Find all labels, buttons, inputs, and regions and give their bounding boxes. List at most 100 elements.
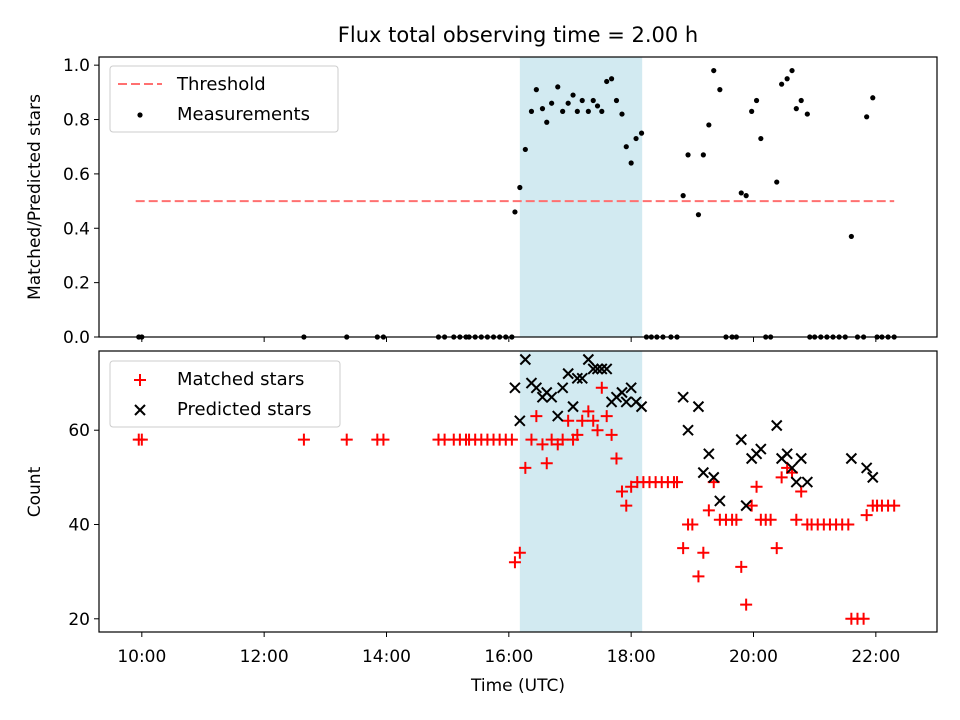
measurement-point xyxy=(700,152,706,158)
predicted-star-point xyxy=(571,372,584,385)
predicted-star-point xyxy=(867,471,879,484)
measurement-point xyxy=(533,87,539,93)
matched-star-point xyxy=(857,612,870,625)
matched-star-point xyxy=(135,433,148,446)
matched-star-point xyxy=(745,499,758,512)
x-tick-label: 18:00 xyxy=(607,647,656,667)
matched-star-point xyxy=(740,598,753,611)
bottom-y-tick-label: 60 xyxy=(68,421,90,441)
matched-star-point xyxy=(697,546,710,559)
matched-star-point xyxy=(620,499,633,512)
predicted-star-point xyxy=(600,363,613,375)
predicted-star-point xyxy=(714,495,726,507)
measurement-point xyxy=(685,152,691,158)
top-y-tick-label: 0.2 xyxy=(63,274,90,294)
measurement-point xyxy=(594,103,601,109)
predicted-star-point xyxy=(587,363,599,375)
matched-star-point xyxy=(377,433,390,446)
matched-star-point xyxy=(556,433,569,446)
matched-star-point xyxy=(576,414,589,427)
predicted-star-point xyxy=(519,353,532,366)
legend-measurements-swatch xyxy=(137,112,143,118)
matched-star-point xyxy=(677,542,690,555)
predicted-star-point xyxy=(781,448,793,460)
top-y-tick-label: 0.0 xyxy=(63,328,90,348)
predicted-star-point xyxy=(576,372,588,385)
predicted-star-point xyxy=(786,462,798,474)
x-axis-label: Time (UTC) xyxy=(470,676,565,696)
measurement-point xyxy=(779,81,785,87)
measurement-point xyxy=(784,76,790,82)
measurement-point xyxy=(753,97,760,104)
measurement-point xyxy=(619,111,625,117)
top-shaded-region xyxy=(519,57,643,337)
measurement-point xyxy=(798,97,804,104)
predicted-star-point xyxy=(795,452,807,465)
predicted-star-point xyxy=(677,391,689,403)
predicted-star-point xyxy=(591,363,604,375)
predicted-star-point xyxy=(860,462,873,474)
predicted-star-point xyxy=(596,363,608,375)
legend-predicted-swatch xyxy=(134,404,146,416)
top-legend-box xyxy=(109,65,339,133)
measurement-point xyxy=(793,106,799,112)
matched-star-point xyxy=(625,480,638,493)
matched-star-point xyxy=(692,570,705,583)
top-panel: 0.0 0.2 0.4 0.6 0.8 1.0 Matched/Predicted sta… xyxy=(25,56,938,348)
bottom-axis-ticks: 20 40 60 10:00 12:00 14:00 16:00 18:00 20:00 22:0… xyxy=(68,421,900,667)
predicted-star-point xyxy=(582,353,595,366)
predicted-star-point xyxy=(740,499,752,512)
measurement-point xyxy=(789,67,795,74)
matched-star-point xyxy=(513,546,526,559)
bottom-y-tick-label: 20 xyxy=(68,610,90,630)
legend-measurements-label: Measurements xyxy=(177,104,310,125)
matched-star-point xyxy=(340,433,353,446)
predicted-star-point xyxy=(509,382,521,394)
top-y-tick-label: 0.4 xyxy=(63,219,90,239)
matched-star-point xyxy=(790,513,803,526)
matched-star-point xyxy=(297,433,310,446)
matched-star-point xyxy=(605,428,618,441)
measurement-point xyxy=(555,84,561,90)
top-y-tick-label: 0.8 xyxy=(63,111,90,131)
matched-star-point xyxy=(888,499,901,512)
measurement-point xyxy=(695,212,702,218)
x-tick-label: 10:00 xyxy=(117,647,166,667)
matched-star-point xyxy=(540,457,553,470)
predicted-star-point xyxy=(562,367,574,380)
matched-star-point xyxy=(519,461,532,474)
bottom-legend-box xyxy=(109,360,341,428)
measurement-point xyxy=(560,108,566,114)
matched-star-point xyxy=(671,476,684,489)
matched-star-point xyxy=(735,560,748,573)
x-tick-label: 14:00 xyxy=(362,647,411,667)
measurement-points xyxy=(136,67,897,340)
legend-predicted-label: Predicted stars xyxy=(177,399,311,420)
chart-title: Flux total observing time = 2.00 h xyxy=(338,23,698,47)
matched-star-point xyxy=(591,424,604,437)
matched-star-point xyxy=(600,410,613,423)
matched-star-point xyxy=(730,513,743,526)
predicted-star-point xyxy=(635,400,648,413)
measurement-point xyxy=(528,108,535,114)
top-y-axis-label: Matched/Predicted stars xyxy=(25,94,45,300)
predicted-star-point xyxy=(692,400,705,413)
top-axis-ticks: 0.0 0.2 0.4 0.6 0.8 1.0 xyxy=(63,56,877,348)
bottom-legend: Matched stars Predicted stars xyxy=(109,360,341,428)
measurement-point xyxy=(565,100,571,106)
matched-star-point xyxy=(530,410,543,423)
measurement-point xyxy=(608,76,615,82)
legend-matched-label: Matched stars xyxy=(177,369,304,390)
measurement-point xyxy=(804,111,810,117)
matched-star-point xyxy=(686,518,699,531)
predicted-star-point xyxy=(552,410,564,422)
bottom-panel: 20 40 60 10:00 12:00 14:00 16:00 18:00 20:00 22:0… xyxy=(25,350,938,696)
predicted-star-point xyxy=(545,391,558,403)
x-tick-label: 16:00 xyxy=(484,647,533,667)
matched-star-point xyxy=(505,433,518,446)
bottom-y-tick-label: 40 xyxy=(68,516,90,536)
legend-threshold-label: Threshold xyxy=(176,74,266,95)
predicted-star-point xyxy=(845,452,858,465)
measurement-point xyxy=(848,233,854,240)
